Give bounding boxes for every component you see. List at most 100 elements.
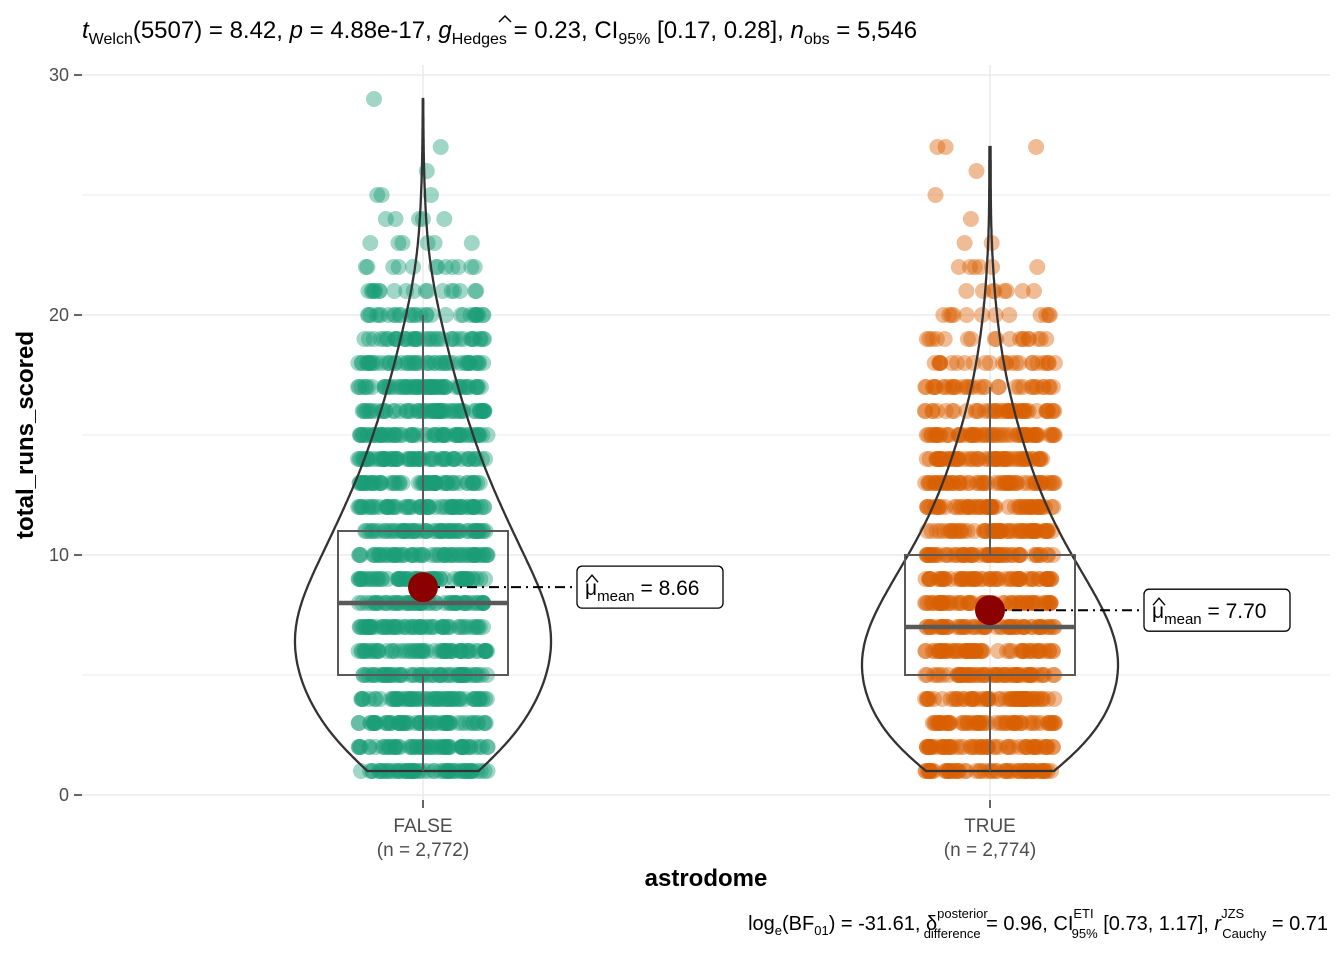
data-point [471, 691, 488, 707]
data-point [968, 403, 985, 419]
data-point [946, 523, 963, 539]
data-point [948, 691, 965, 707]
data-point [379, 715, 396, 731]
data-point [445, 451, 462, 467]
data-point [431, 355, 448, 371]
data-point [971, 643, 988, 659]
data-point [1007, 715, 1023, 731]
data-point [980, 499, 996, 515]
data-point [1014, 691, 1031, 707]
grid-layer [82, 65, 1330, 800]
data-point [427, 427, 443, 443]
data-point [990, 571, 1007, 587]
data-point [399, 403, 416, 419]
data-point [402, 379, 419, 395]
data-point [1024, 715, 1041, 731]
data-point [356, 475, 373, 491]
data-point [365, 331, 382, 347]
mean-label-sub: mean [597, 588, 635, 605]
data-point [351, 619, 368, 635]
data-point [453, 643, 470, 659]
data-point [973, 739, 990, 755]
data-point [370, 571, 387, 587]
data-point [922, 571, 939, 587]
data-point [932, 451, 949, 467]
data-point [917, 643, 934, 659]
data-point [1011, 595, 1028, 611]
data-point [959, 499, 976, 515]
data-point [467, 643, 484, 659]
data-point [435, 691, 452, 707]
data-point [1034, 691, 1051, 707]
data-point [927, 379, 944, 395]
data-point [958, 571, 975, 587]
data-point [1024, 571, 1041, 587]
data-point [960, 451, 977, 467]
data-point [451, 619, 468, 635]
data-point [943, 523, 960, 539]
data-point [435, 499, 452, 515]
data-point [919, 595, 936, 611]
data-point [403, 403, 420, 419]
data-point [946, 643, 963, 659]
caption-bf-sub: 01 [814, 923, 828, 938]
data-point [422, 379, 439, 395]
data-point [373, 427, 390, 443]
data-point [371, 307, 387, 323]
data-point [438, 547, 454, 563]
data-point [1045, 643, 1061, 659]
data-point [462, 355, 478, 371]
data-point [454, 739, 471, 755]
data-point [999, 739, 1016, 755]
data-point [376, 331, 392, 347]
data-point [996, 715, 1013, 731]
data-point [424, 379, 441, 395]
data-point [385, 451, 402, 467]
data-point [426, 475, 443, 491]
data-point [351, 715, 367, 731]
data-point [960, 475, 977, 491]
data-point [406, 379, 423, 395]
data-point [957, 571, 974, 587]
data-point [451, 475, 468, 491]
data-point [373, 187, 390, 203]
data-point [367, 691, 384, 707]
data-point [475, 307, 492, 323]
data-point [471, 691, 487, 707]
data-point [963, 451, 980, 467]
data-point [956, 355, 973, 371]
data-point [392, 547, 409, 563]
data-point [420, 715, 437, 731]
data-point [949, 643, 966, 659]
data-point [987, 451, 1004, 467]
data-point [937, 403, 954, 419]
data-point [435, 619, 451, 635]
data-point [387, 739, 404, 755]
data-point [944, 379, 961, 395]
data-point [952, 739, 969, 755]
data-point [399, 691, 416, 707]
data-point [925, 595, 942, 611]
data-point [407, 643, 424, 659]
data-point [973, 571, 990, 587]
data-point [919, 691, 936, 707]
data-point [465, 547, 482, 563]
data-point [1027, 739, 1044, 755]
data-point [930, 595, 947, 611]
data-point [359, 355, 376, 371]
data-point [379, 571, 396, 587]
data-point [395, 619, 412, 635]
data-point [386, 307, 402, 323]
data-point [987, 523, 1004, 539]
data-point [468, 379, 485, 395]
y-tick-label: 20 [49, 305, 69, 325]
data-point [454, 715, 470, 731]
data-point [465, 499, 482, 515]
data-point [924, 715, 941, 731]
data-point [932, 715, 949, 731]
data-point [469, 715, 486, 731]
data-point [477, 643, 494, 659]
data-point [462, 331, 479, 347]
data-point [987, 451, 1004, 467]
data-point [1025, 691, 1041, 707]
